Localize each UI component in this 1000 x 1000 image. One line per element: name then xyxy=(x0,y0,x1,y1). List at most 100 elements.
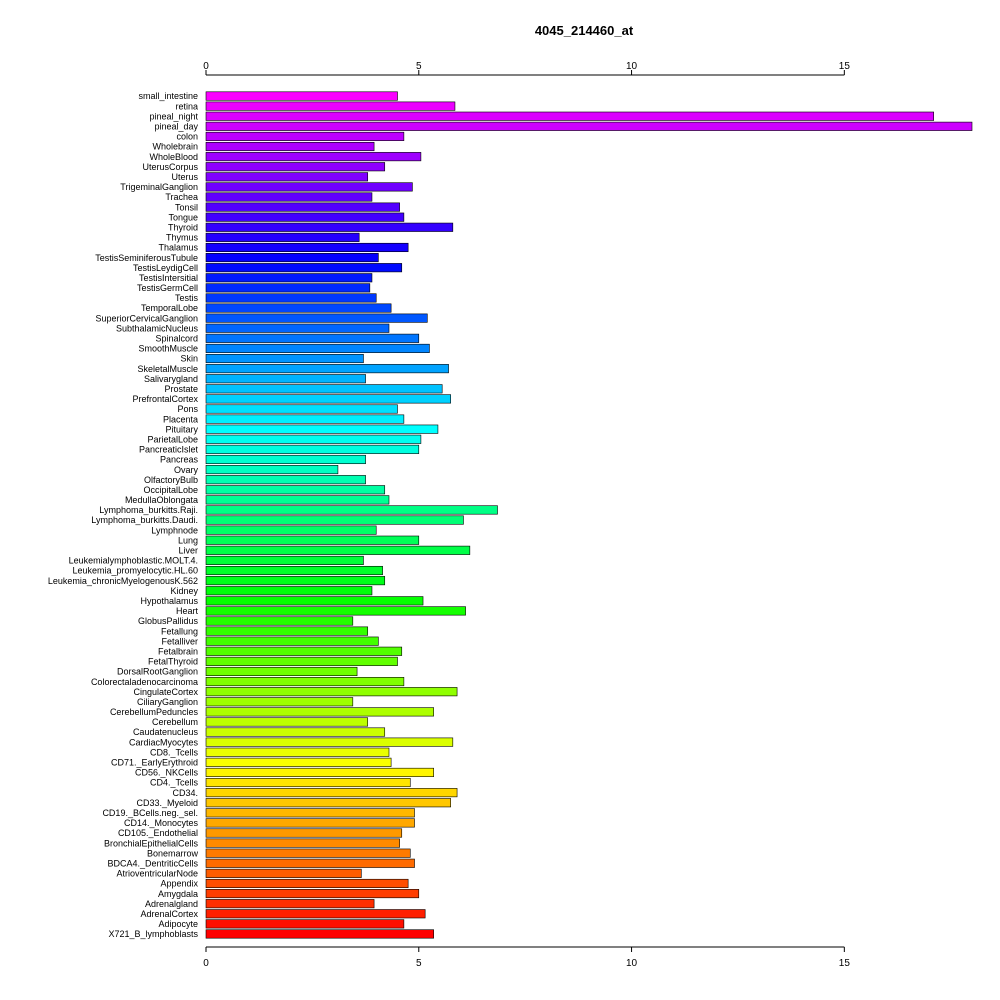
category-label: Amygdala xyxy=(158,889,198,899)
category-label: Testis xyxy=(175,293,199,303)
bar xyxy=(205,172,369,182)
category-label: Hypothalamus xyxy=(140,596,198,606)
bar xyxy=(205,777,411,788)
category-label: SubthalamicNucleus xyxy=(116,323,199,333)
bar xyxy=(205,767,434,777)
bar xyxy=(205,535,420,545)
bar xyxy=(205,515,464,525)
category-label: Wholebrain xyxy=(152,142,198,152)
category-label: OlfactoryBulb xyxy=(144,475,198,485)
category-label: WholeBlood xyxy=(149,152,198,162)
category-label: CD33._Myeloid xyxy=(136,798,198,808)
bar xyxy=(205,697,354,707)
bar xyxy=(205,495,390,505)
category-label: Prostate xyxy=(164,384,198,394)
bar xyxy=(205,707,434,717)
category-label: TestisSeminiferousTubule xyxy=(95,253,198,263)
bar xyxy=(205,727,386,737)
bar xyxy=(205,434,422,444)
bar xyxy=(205,626,369,636)
category-label: OccipitalLobe xyxy=(143,485,198,495)
bar xyxy=(205,454,366,465)
category-label: Fetalliver xyxy=(161,636,198,646)
bar xyxy=(205,788,458,798)
category-label: Placenta xyxy=(163,414,198,424)
bar xyxy=(205,232,360,242)
category-label: Pons xyxy=(177,404,198,414)
category-label: SuperiorCervicalGanglion xyxy=(95,313,198,323)
category-label: Ovary xyxy=(174,465,199,475)
bar xyxy=(205,404,398,414)
bar xyxy=(205,293,377,303)
bar xyxy=(205,545,471,555)
tick-label: 5 xyxy=(416,958,422,969)
category-label: retina xyxy=(175,101,198,111)
category-label: SmoothMuscle xyxy=(138,344,198,354)
bar xyxy=(205,333,420,343)
category-label: CD14._Monocytes xyxy=(124,818,199,828)
bar xyxy=(205,162,386,172)
category-label: CD19._BCells.neg._sel. xyxy=(102,808,198,818)
category-label: Kidney xyxy=(170,586,198,596)
category-label: Trachea xyxy=(165,192,198,202)
category-label: CardiacMyocytes xyxy=(129,737,199,747)
top-axis: 0 5 10 15 xyxy=(203,61,851,76)
bar xyxy=(205,313,428,323)
category-labels-group: small_intestineretinapineal_nightpineal_… xyxy=(48,91,199,939)
bar xyxy=(205,586,373,596)
bar xyxy=(205,192,373,202)
bar xyxy=(205,616,354,626)
bar xyxy=(205,687,458,697)
bar xyxy=(205,91,398,101)
bar xyxy=(205,919,405,929)
category-label: Thalamus xyxy=(158,243,198,253)
category-label: PancreaticIslet xyxy=(139,445,199,455)
bar xyxy=(205,656,398,666)
bar xyxy=(205,929,434,939)
bar xyxy=(205,606,466,616)
bar xyxy=(205,222,454,232)
category-label: SkeletalMuscle xyxy=(137,364,198,374)
bar xyxy=(205,576,386,586)
category-label: Adipocyte xyxy=(158,919,198,929)
bar xyxy=(205,505,498,515)
bar xyxy=(205,757,392,767)
category-label: AtrioventricularNode xyxy=(116,869,198,879)
bar xyxy=(205,141,375,152)
bars-group xyxy=(205,91,973,939)
bar xyxy=(205,242,409,253)
bar xyxy=(205,343,430,353)
bar xyxy=(205,353,364,364)
category-label: Lymphnode xyxy=(151,525,198,535)
category-label: CiliaryGanglion xyxy=(137,697,198,707)
tick-label: 10 xyxy=(626,958,638,969)
bar xyxy=(205,121,973,131)
category-label: Skin xyxy=(180,354,198,364)
bar xyxy=(205,273,373,283)
category-label: CD56._NKCells xyxy=(135,768,199,778)
bar xyxy=(205,101,456,111)
bar xyxy=(205,889,420,899)
category-label: ParietalLobe xyxy=(147,434,198,444)
category-label: FetalThyroid xyxy=(148,657,198,667)
tick-label: 15 xyxy=(839,61,851,72)
bar xyxy=(205,394,451,404)
chart-title: 4045_214460_at xyxy=(535,23,634,38)
bar xyxy=(205,646,403,656)
bar xyxy=(205,848,411,858)
tick-label: 15 xyxy=(839,958,851,969)
category-label: MedullaOblongata xyxy=(125,495,198,505)
bar xyxy=(205,283,371,293)
category-label: BronchialEpithelialCells xyxy=(104,838,199,848)
bar xyxy=(205,868,362,878)
category-label: CD105._Endothelial xyxy=(118,828,198,838)
category-label: TemporalLobe xyxy=(141,303,198,313)
category-label: Tongue xyxy=(168,212,198,222)
bar xyxy=(205,424,439,434)
category-label: CD8._Tcells xyxy=(150,747,199,757)
bar xyxy=(205,152,422,162)
bar xyxy=(205,737,454,747)
bar xyxy=(205,596,424,606)
bar xyxy=(205,303,392,313)
